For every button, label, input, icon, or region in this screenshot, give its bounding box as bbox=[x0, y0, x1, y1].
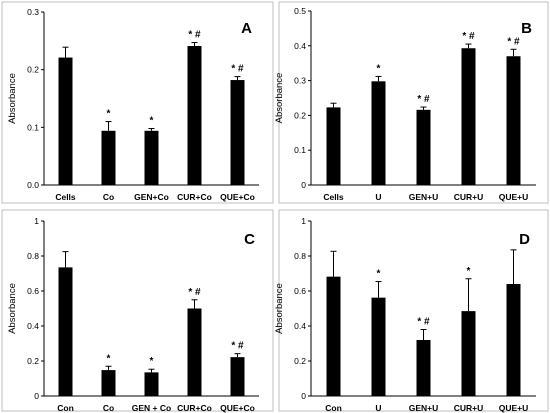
category-label: CUR+Co bbox=[177, 192, 212, 202]
y-tick-label: 0.4 bbox=[27, 321, 39, 331]
panel-a: 0.0 0.1 0.2 0.3 Absorbance Cells * Co * GEN+Co * #… bbox=[1, 1, 274, 204]
y-tick-label: 1 bbox=[34, 216, 39, 226]
significance-label: * bbox=[377, 63, 381, 74]
bar-gen-u bbox=[416, 340, 431, 396]
category-label: Con bbox=[57, 403, 74, 413]
y-tick-label: 0.2 bbox=[27, 65, 39, 75]
bar-cur-co bbox=[187, 308, 202, 396]
panel-b: 0 0.1 0.2 0.3 0.4 0.5 Absorbance Cells * U * # GEN+… bbox=[274, 1, 549, 204]
y-axis-label: Absorbance bbox=[274, 73, 285, 124]
category-label: GEN+U bbox=[409, 403, 439, 413]
y-tick-label: 0.2 bbox=[294, 110, 306, 120]
panel-letter: B bbox=[521, 20, 532, 37]
category-label: Co bbox=[103, 192, 114, 202]
category-label: GEN+Co bbox=[134, 192, 169, 202]
category-label: Cells bbox=[55, 192, 76, 202]
panel-frame bbox=[278, 209, 549, 412]
y-tick-label: 1 bbox=[301, 216, 306, 226]
y-tick-label: 0.1 bbox=[294, 145, 306, 155]
bar-con bbox=[58, 267, 73, 396]
significance-label: * # bbox=[231, 64, 244, 75]
category-label: U bbox=[375, 192, 381, 202]
y-tick-label: 0.8 bbox=[294, 251, 306, 261]
bar-que-u bbox=[506, 56, 521, 185]
y-tick-label: 0.2 bbox=[294, 356, 306, 366]
significance-label: * bbox=[107, 109, 111, 120]
category-label: QUE+Co bbox=[220, 192, 255, 202]
significance-label: * bbox=[467, 266, 471, 277]
y-tick-label: 0 bbox=[301, 180, 306, 190]
category-label: QUE+Co bbox=[220, 403, 255, 413]
panel-frame bbox=[1, 209, 274, 412]
bar-co bbox=[101, 130, 116, 185]
category-label: CUR+U bbox=[454, 403, 484, 413]
category-label: QUE+U bbox=[499, 192, 529, 202]
bar-que-co bbox=[230, 357, 245, 396]
significance-label: * # bbox=[462, 31, 475, 42]
y-tick-label: 0.2 bbox=[27, 356, 39, 366]
category-label: U bbox=[375, 403, 381, 413]
y-tick-label: 0.5 bbox=[294, 6, 306, 16]
bar-cells bbox=[326, 107, 341, 185]
significance-label: * # bbox=[507, 36, 520, 47]
significance-label: * # bbox=[188, 287, 201, 298]
category-label: GEN+U bbox=[409, 192, 439, 202]
panel-letter: C bbox=[244, 231, 255, 248]
bar-gen-co bbox=[144, 372, 159, 396]
category-label: GEN + Co bbox=[132, 403, 171, 413]
significance-label: * bbox=[107, 353, 111, 364]
panel-letter: A bbox=[241, 20, 252, 37]
bar-cells bbox=[58, 57, 73, 185]
significance-label: * # bbox=[417, 94, 430, 105]
significance-label: * # bbox=[417, 317, 430, 328]
y-axis-label: Absorbance bbox=[7, 73, 18, 124]
panel-c: 0 0.2 0.4 0.6 0.8 1 Absorbance Con * Co * GEN + Co *… bbox=[1, 209, 274, 413]
bar-con bbox=[326, 276, 341, 396]
bar-que-u bbox=[506, 284, 521, 396]
category-label: Cells bbox=[323, 192, 344, 202]
panel-frame bbox=[278, 1, 549, 204]
bar-gen-co bbox=[144, 130, 159, 185]
bar-u bbox=[371, 297, 386, 396]
panel-d: 0 0.2 0.4 0.6 0.8 1 Absorbance Con * U * # GEN+U * CU… bbox=[274, 209, 549, 413]
y-tick-label: 0.1 bbox=[27, 122, 39, 132]
y-axis-label: Absorbance bbox=[7, 283, 18, 334]
bar-co bbox=[101, 370, 116, 396]
y-tick-label: 0.3 bbox=[27, 7, 39, 17]
bar-gen-u bbox=[416, 109, 431, 185]
category-label: QUE+U bbox=[499, 403, 529, 413]
significance-label: * # bbox=[188, 30, 201, 41]
bar-que-co bbox=[230, 80, 245, 185]
y-tick-label: 0.0 bbox=[27, 180, 39, 190]
y-tick-label: 0.6 bbox=[294, 286, 306, 296]
panel-letter: D bbox=[519, 231, 530, 248]
bar-cur-u bbox=[461, 311, 476, 396]
significance-label: * # bbox=[231, 341, 244, 352]
y-tick-label: 0 bbox=[301, 391, 306, 401]
y-tick-label: 0.6 bbox=[27, 286, 39, 296]
bar-u bbox=[371, 81, 386, 185]
y-axis-label: Absorbance bbox=[274, 283, 285, 334]
y-tick-label: 0.3 bbox=[294, 76, 306, 86]
significance-label: * bbox=[150, 115, 154, 126]
category-label: Co bbox=[103, 403, 114, 413]
panel-frame bbox=[1, 1, 274, 204]
category-label: CUR+U bbox=[454, 192, 484, 202]
category-label: Con bbox=[325, 403, 342, 413]
y-tick-label: 0.8 bbox=[27, 251, 39, 261]
y-tick-label: 0.4 bbox=[294, 321, 306, 331]
y-tick-label: 0 bbox=[34, 391, 39, 401]
significance-label: * bbox=[150, 356, 154, 367]
y-tick-label: 0.4 bbox=[294, 41, 306, 51]
bar-cur-u bbox=[461, 48, 476, 186]
significance-label: * bbox=[377, 269, 381, 280]
category-label: CUR+Co bbox=[177, 403, 212, 413]
bar-cur-co bbox=[187, 46, 202, 186]
